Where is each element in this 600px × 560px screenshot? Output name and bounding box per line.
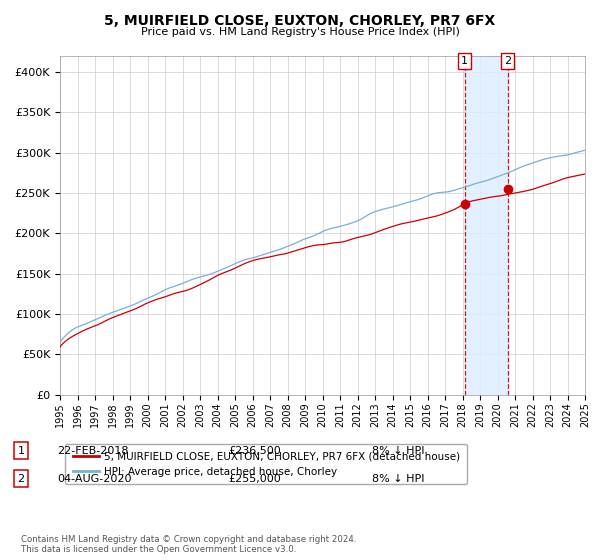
Text: 22-FEB-2018: 22-FEB-2018 [57,446,128,456]
Text: Price paid vs. HM Land Registry's House Price Index (HPI): Price paid vs. HM Land Registry's House … [140,27,460,37]
Text: £236,500: £236,500 [228,446,281,456]
Text: Contains HM Land Registry data © Crown copyright and database right 2024.
This d: Contains HM Land Registry data © Crown c… [21,535,356,554]
Text: 2: 2 [504,56,511,66]
Text: 5, MUIRFIELD CLOSE, EUXTON, CHORLEY, PR7 6FX: 5, MUIRFIELD CLOSE, EUXTON, CHORLEY, PR7… [104,14,496,28]
Text: 8% ↓ HPI: 8% ↓ HPI [372,474,425,484]
Legend: 5, MUIRFIELD CLOSE, EUXTON, CHORLEY, PR7 6FX (detached house), HPI: Average pric: 5, MUIRFIELD CLOSE, EUXTON, CHORLEY, PR7… [65,444,467,484]
Bar [465,56,508,395]
Text: 2: 2 [17,474,25,484]
Text: 1: 1 [17,446,25,456]
Text: 8% ↓ HPI: 8% ↓ HPI [372,446,425,456]
Text: £255,000: £255,000 [228,474,281,484]
Text: 1: 1 [461,56,468,66]
Text: 04-AUG-2020: 04-AUG-2020 [57,474,131,484]
